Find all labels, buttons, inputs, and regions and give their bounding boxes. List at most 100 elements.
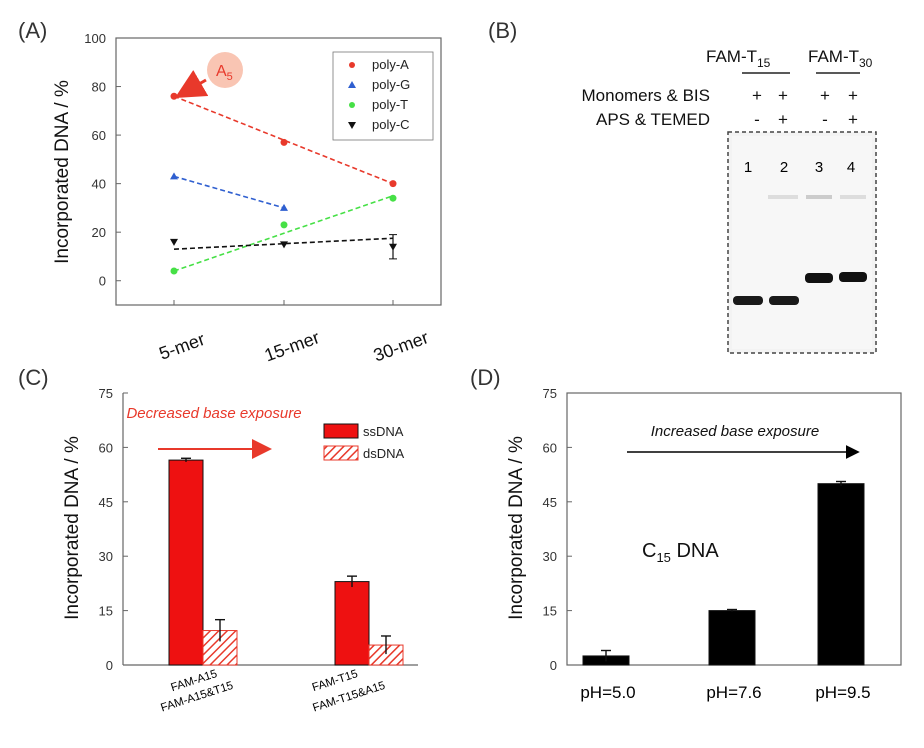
gel-sign: + xyxy=(820,86,830,105)
panel-d-category-label: pH=5.0 xyxy=(580,683,635,702)
panel-a-point xyxy=(280,221,288,229)
panel-a-fit-line xyxy=(173,237,394,250)
panel-a-frame xyxy=(115,37,442,306)
legend-marker-poly-T xyxy=(349,102,355,108)
inset-label-suffix: DNA xyxy=(671,540,719,562)
panel-c-ytick-label: 30 xyxy=(99,549,113,564)
gel-sign: - xyxy=(822,110,828,129)
panel-a-fit-line xyxy=(173,95,394,185)
panel-c-legend: ssDNA dsDNA xyxy=(323,423,405,461)
gel-band-lane-4 xyxy=(839,272,867,282)
panel-a-ylabel: Incorporated DNA / % xyxy=(52,80,73,264)
panel-b-gel: FAM-T15 FAM-T30 Monomers & BIS APS & TEM… xyxy=(582,47,877,354)
gel-group-1-name: FAM-T xyxy=(706,47,757,66)
panel-a-ytick-label: 40 xyxy=(92,177,106,192)
a5-annotation-bubble xyxy=(207,52,243,88)
gel-lane-number: 4 xyxy=(847,159,855,176)
inset-label-text: C xyxy=(642,540,656,562)
panel-a-point xyxy=(280,241,288,249)
panel-a-point xyxy=(170,172,178,180)
panel-c-ytick-label: 45 xyxy=(99,495,113,510)
panel-d-bar xyxy=(708,610,756,666)
panel-c-ytick-label: 60 xyxy=(99,440,113,455)
panel-a-point xyxy=(280,203,288,211)
gel-well-lane-3 xyxy=(806,195,832,199)
gel-well-lane-2 xyxy=(768,195,798,199)
panel-a-fit-line xyxy=(173,195,394,272)
gel-sign: + xyxy=(778,86,788,105)
legend-label-dsDNA: dsDNA xyxy=(363,446,405,461)
panel-a-category-label: 15-mer xyxy=(262,327,322,365)
gel-background xyxy=(732,136,872,349)
legend-label-poly-G: poly-G xyxy=(372,77,410,92)
panel-a-fit-line xyxy=(173,175,285,209)
panel-a-point xyxy=(389,180,397,188)
legend-swatch-ssDNA xyxy=(323,423,359,439)
panel-a-ytick-label: 60 xyxy=(92,128,106,143)
panel-label-a: (A) xyxy=(18,18,47,43)
gel-sign: + xyxy=(848,86,858,105)
panel-c-annotation: Decreased base exposure xyxy=(126,405,301,422)
panel-a-category-label: 30-mer xyxy=(371,327,431,365)
panel-c-bar xyxy=(168,459,204,666)
legend-label-poly-C: poly-C xyxy=(372,117,410,132)
panel-d-ytick-label: 75 xyxy=(543,386,557,401)
legend-marker-poly-G xyxy=(348,81,356,88)
panel-a-category-label: 5-mer xyxy=(156,329,207,364)
panel-a-point xyxy=(170,92,178,100)
gel-sign: - xyxy=(754,110,760,129)
panel-a-point xyxy=(389,194,397,202)
panel-label-c: (C) xyxy=(18,365,49,390)
panel-d-category-label: pH=7.6 xyxy=(706,683,761,702)
gel-row-label-2: APS & TEMED xyxy=(596,110,710,129)
panel-d-ytick-label: 60 xyxy=(543,440,557,455)
gel-sign: + xyxy=(752,86,762,105)
panel-label-b: (B) xyxy=(488,18,517,43)
panel-a-legend: poly-A poly-G poly-T poly-C xyxy=(332,51,434,141)
gel-band-lane-3 xyxy=(805,273,833,283)
a5-annotation-label: A5 xyxy=(216,63,233,83)
panel-a-line-chart: Incorporated DNA / % 0 20 40 60 80 100 5-mer 1… xyxy=(52,31,442,366)
panel-label-d: (D) xyxy=(470,365,501,390)
gel-well-lane-4 xyxy=(840,195,866,199)
a5-annotation-text: A xyxy=(216,63,227,80)
gel-row-label-1: Monomers & BIS xyxy=(582,86,711,105)
panel-c-ytick-label: 75 xyxy=(99,386,113,401)
a5-annotation-arrow xyxy=(174,70,209,98)
gel-group-2-subscript: 30 xyxy=(859,56,873,70)
panel-a-ytick-label: 80 xyxy=(92,80,106,95)
panel-d-ylabel: Incorporated DNA / % xyxy=(506,436,527,620)
gel-sign: + xyxy=(778,110,788,129)
panel-d-ytick-label: 30 xyxy=(543,549,557,564)
gel-lane-number: 1 xyxy=(744,159,752,176)
gel-sign: + xyxy=(848,110,858,129)
panel-d-ytick-label: 15 xyxy=(543,604,557,619)
panel-d-bar xyxy=(817,483,865,666)
panel-d-bar-chart: Incorporated DNA / % 0 15 30 45 60 75 pH=5.0 p… xyxy=(506,386,902,702)
panel-d-ytick-label: 0 xyxy=(550,658,557,673)
panel-a-point xyxy=(280,138,288,146)
panel-a-ytick-label: 0 xyxy=(99,274,106,289)
panel-d-annotation: Increased base exposure xyxy=(651,423,819,440)
panel-a-point xyxy=(170,238,178,246)
gel-lane-number: 2 xyxy=(780,159,788,176)
panel-a-point xyxy=(170,267,178,275)
legend-marker-poly-C xyxy=(348,122,356,129)
inset-label-subscript: 15 xyxy=(656,550,670,565)
panel-c-ylabel: Incorporated DNA / % xyxy=(62,436,83,620)
legend-marker-poly-A xyxy=(349,62,355,68)
panel-d-category-label: pH=9.5 xyxy=(815,683,870,702)
gel-band-lane-2 xyxy=(769,296,799,305)
panel-a-ytick-label: 100 xyxy=(84,31,106,46)
panel-d-ytick-label: 45 xyxy=(543,495,557,510)
panel-c-ytick-label: 0 xyxy=(106,658,113,673)
legend-label-ssDNA: ssDNA xyxy=(363,424,404,439)
a5-annotation-subscript: 5 xyxy=(227,71,233,83)
legend-swatch-dsDNA xyxy=(323,445,359,461)
gel-group-2-name: FAM-T xyxy=(808,47,859,66)
panel-c-ytick-label: 15 xyxy=(99,604,113,619)
gel-group-label-2: FAM-T30 xyxy=(808,47,873,70)
panel-a-ytick-label: 20 xyxy=(92,225,106,240)
gel-lane-number: 3 xyxy=(815,159,823,176)
